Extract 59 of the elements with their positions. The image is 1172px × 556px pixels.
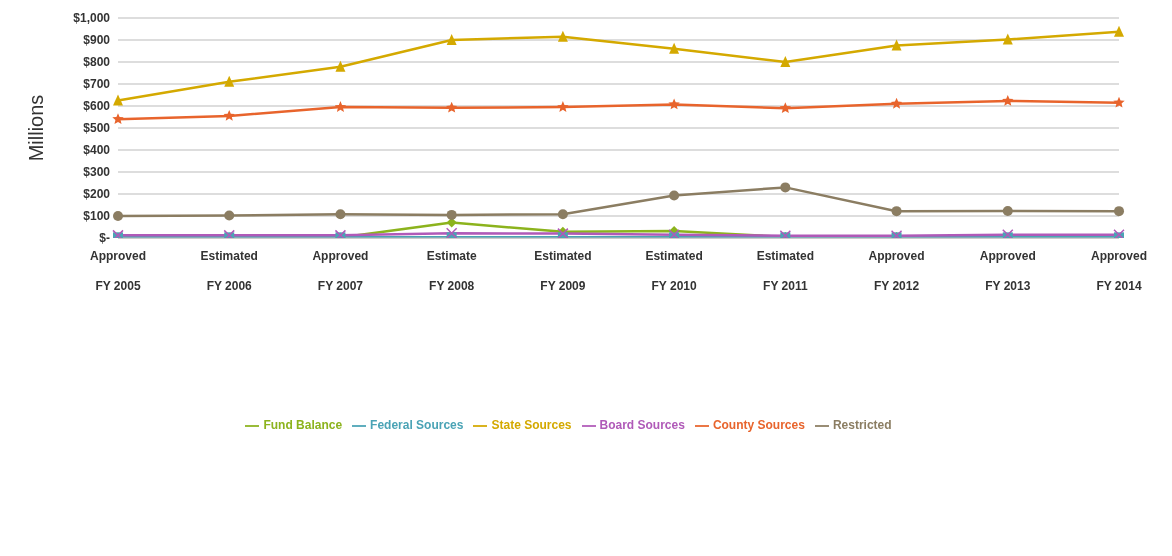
point <box>669 42 680 54</box>
point <box>557 209 568 220</box>
y-tick-label: $400 <box>83 143 111 158</box>
point <box>779 102 792 114</box>
y-tick-label: $900 <box>83 33 111 48</box>
point <box>335 209 346 220</box>
point <box>669 190 680 201</box>
y-tick-label: $600 <box>83 99 111 114</box>
category-label: Estimated FY 2009 <box>534 249 592 293</box>
y-tick-label: $1,000 <box>73 11 111 26</box>
point <box>1002 205 1013 216</box>
point <box>223 109 235 121</box>
y-axis-title: Millions <box>25 94 48 162</box>
legend-label: Fund Balance <box>263 418 343 432</box>
point <box>224 210 235 221</box>
point <box>113 211 123 221</box>
point <box>780 56 791 67</box>
y-tick-label: $- <box>99 231 110 246</box>
y-tick-label: $800 <box>83 55 111 70</box>
y-tick-label: $100 <box>83 209 111 224</box>
point <box>335 60 346 72</box>
legend-label: Federal Sources <box>370 418 464 432</box>
point <box>891 206 902 217</box>
category-label: Estimated FY 2010 <box>645 249 703 293</box>
point <box>890 97 903 109</box>
category-label: Approved FY 2012 <box>868 249 925 293</box>
point <box>446 34 457 45</box>
point <box>1114 25 1124 37</box>
point <box>780 182 791 193</box>
category-label: Approved FY 2014 <box>1090 249 1148 293</box>
point <box>1113 96 1125 108</box>
point <box>557 101 569 112</box>
point <box>891 39 902 51</box>
y-tick-label: $200 <box>83 187 111 202</box>
legend-label: Board Sources <box>599 418 685 432</box>
category-label: Approved FY 2005 <box>89 249 147 293</box>
category-label: Approved FY 2007 <box>312 249 369 293</box>
point <box>668 98 680 110</box>
category-label: Estimate FY 2008 <box>426 249 477 293</box>
point <box>113 94 123 106</box>
point <box>445 101 458 113</box>
point <box>1114 206 1124 217</box>
y-tick-label: $300 <box>83 165 111 180</box>
point <box>112 113 124 125</box>
y-tick-label: $500 <box>83 121 111 136</box>
legend-label: Restricted <box>832 418 892 432</box>
legend-label: State Sources <box>491 418 572 432</box>
point <box>1002 94 1014 106</box>
point <box>334 101 347 112</box>
category-label: Estimated FY 2006 <box>200 249 258 293</box>
point <box>446 209 457 220</box>
point <box>557 30 568 42</box>
legend-label: County Sources <box>712 418 805 432</box>
point <box>224 75 235 87</box>
category-label: Approved FY 2013 <box>979 249 1036 293</box>
point <box>445 227 458 238</box>
y-tick-label: $700 <box>83 77 111 92</box>
category-label: Estimated FY 2011 <box>756 249 815 293</box>
point <box>1002 33 1013 45</box>
